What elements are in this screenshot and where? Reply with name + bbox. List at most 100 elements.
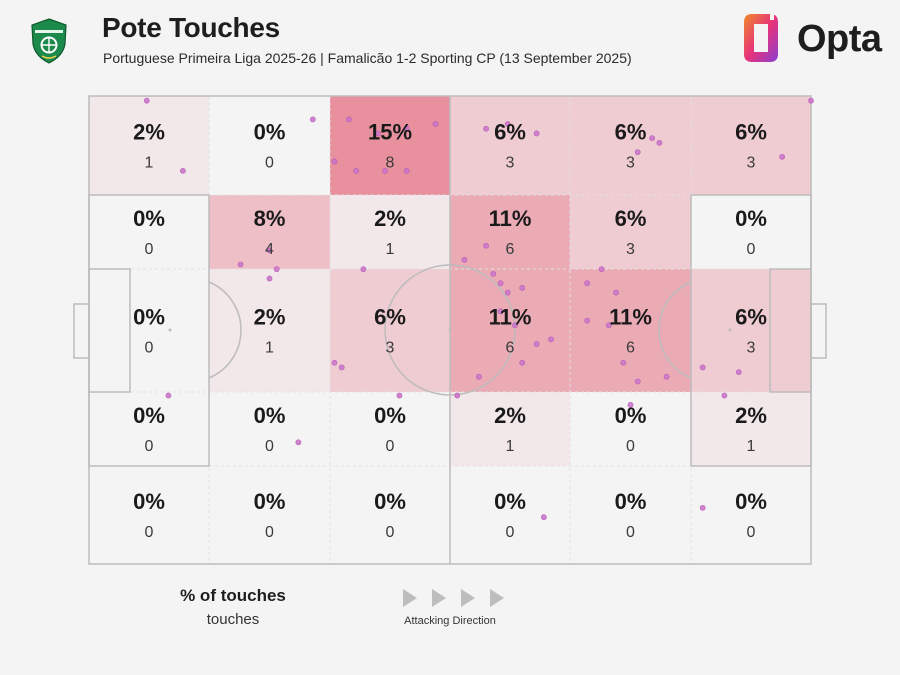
- touch-point: [403, 125, 410, 132]
- attacking-direction-label: Attacking Direction: [404, 615, 496, 627]
- touch-point: [237, 261, 244, 268]
- zone-count-label: 0: [506, 524, 515, 541]
- opta-wordmark: Opta: [797, 18, 882, 60]
- zone-count-label: 3: [626, 241, 635, 258]
- touch-point: [627, 401, 634, 408]
- zone-pct-label: 0%: [374, 489, 406, 514]
- touch-point: [143, 97, 150, 104]
- right-penalty-arc: [658, 281, 692, 379]
- touch-point: [295, 439, 302, 446]
- zone-count-label: 0: [747, 524, 756, 541]
- zone-r2-c0: [89, 269, 209, 392]
- zone-pct-label: 11%: [489, 206, 532, 231]
- touch-point: [533, 130, 540, 137]
- touch-point: [504, 121, 511, 127]
- touch-point: [497, 308, 504, 315]
- touch-point: [519, 359, 526, 366]
- zone-r4-c5: [691, 466, 811, 564]
- zone-r0-c1: [209, 96, 330, 195]
- zone-r1-c4: [570, 195, 691, 269]
- zone-count-label: 3: [506, 155, 515, 172]
- zone-r3-c2: [330, 392, 450, 466]
- zone-count-label: 3: [747, 340, 756, 357]
- touch-point: [382, 167, 388, 174]
- left-penalty-arc: [208, 281, 242, 379]
- zone-pct-label: 8%: [254, 206, 286, 231]
- touch-point: [338, 364, 345, 371]
- zone-r0-c2: [330, 96, 450, 195]
- touch-point: [309, 116, 316, 123]
- zone-pct-label: 0%: [133, 305, 165, 330]
- heatmap-zones: [89, 96, 811, 564]
- zone-count-label: 1: [747, 438, 756, 455]
- zone-pct-label: 15%: [368, 120, 412, 145]
- touch-point: [605, 322, 612, 329]
- touch-point: [663, 373, 670, 380]
- touch-point: [179, 167, 186, 174]
- zone-count-label: 1: [386, 241, 395, 258]
- touch-point: [483, 242, 489, 249]
- zone-count-label: 3: [626, 155, 635, 172]
- touch-point: [735, 369, 742, 376]
- zone-r1-c2: [330, 195, 450, 269]
- zone-pct-label: 0%: [735, 489, 767, 514]
- zone-pct-label: 11%: [609, 305, 652, 330]
- attacking-direction-arrows-icon: [403, 589, 504, 607]
- zone-r3-c3: [450, 392, 570, 466]
- zone-count-label: 4: [265, 241, 274, 258]
- touch-point: [432, 121, 439, 127]
- touch-point: [497, 280, 504, 287]
- left-goal: [73, 303, 90, 359]
- touch-point: [699, 504, 706, 511]
- zone-pct-label: 6%: [374, 305, 406, 330]
- touch-point: [598, 266, 605, 273]
- zone-count-label: 1: [145, 155, 154, 172]
- zone-pct-label: 0%: [254, 403, 286, 428]
- zone-pct-label: 2%: [494, 403, 526, 428]
- zone-r1-c1: [209, 195, 330, 269]
- zone-r2-c1: [209, 269, 330, 392]
- touch-point: [512, 322, 518, 329]
- touch-point: [721, 392, 728, 399]
- zone-pct-label: 0%: [374, 403, 406, 428]
- zone-count-label: 6: [506, 340, 515, 357]
- zone-count-label: 0: [145, 241, 154, 258]
- sporting-crest-icon: [31, 18, 67, 64]
- center-circle: [384, 264, 516, 396]
- zone-pct-label: 6%: [615, 206, 647, 231]
- touch-point: [519, 284, 526, 291]
- zone-count-label: 1: [265, 340, 274, 357]
- zone-pct-label: 0%: [133, 403, 165, 428]
- touch-point: [454, 392, 461, 399]
- zone-r4-c2: [330, 466, 450, 564]
- zone-pct-label: 2%: [254, 305, 286, 330]
- touch-point: [613, 289, 619, 296]
- zone-count-label: 0: [386, 438, 395, 455]
- touch-point: [165, 392, 172, 399]
- touch-point: [475, 373, 482, 380]
- touch-points: [143, 97, 814, 521]
- zone-pct-label: 6%: [494, 120, 526, 145]
- touch-point: [266, 247, 273, 254]
- zone-pct-label: 6%: [735, 305, 767, 330]
- touch-point: [584, 317, 591, 324]
- touch-point: [346, 116, 352, 123]
- touch-point: [331, 158, 338, 165]
- zone-r0-c4: [570, 96, 691, 195]
- pitch-markings: [73, 95, 827, 565]
- left-penalty-spot: [168, 328, 172, 332]
- touch-point: [634, 149, 641, 156]
- zone-count-label: 0: [626, 438, 635, 455]
- zone-count-label: 0: [265, 524, 274, 541]
- zone-count-label: 1: [506, 438, 515, 455]
- zone-pct-label: 2%: [374, 206, 406, 231]
- chart-subtitle: Portuguese Primeira Liga 2025-26 | Famal…: [103, 50, 632, 66]
- zone-count-label: 8: [386, 155, 395, 172]
- zone-pct-label: 0%: [615, 489, 647, 514]
- zone-r4-c3: [450, 466, 570, 564]
- zone-pct-label: 0%: [254, 489, 286, 514]
- right-penalty-spot: [728, 328, 732, 332]
- zone-pct-label: 0%: [254, 120, 286, 145]
- zone-r2-c3: [450, 269, 570, 392]
